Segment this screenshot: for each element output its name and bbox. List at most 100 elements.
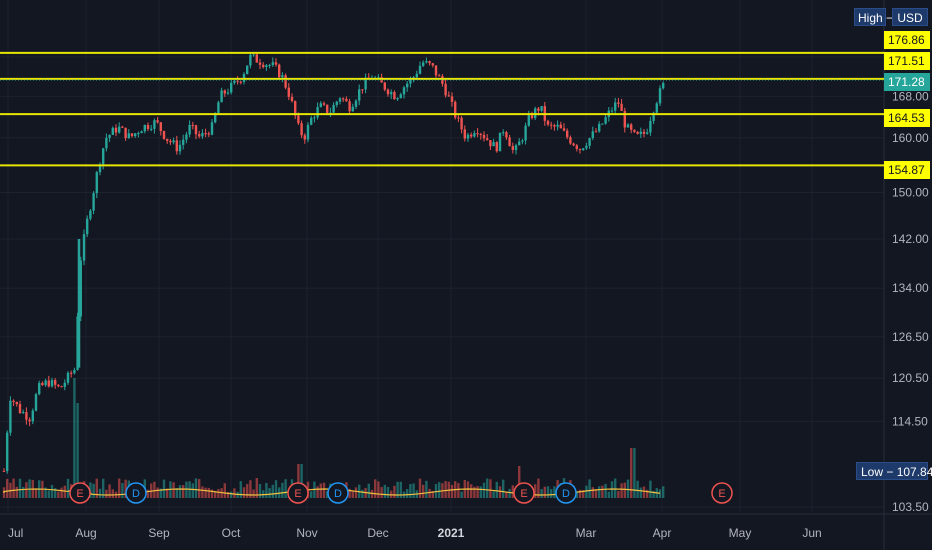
volume-bar: [111, 489, 114, 498]
volume-bar: [50, 484, 54, 498]
candle-body: [255, 54, 258, 63]
level-label-164: 164.53: [884, 109, 930, 127]
candle-body: [550, 124, 553, 126]
volume-bar: [25, 482, 28, 498]
volume-bar: [255, 478, 258, 498]
x-tick-label: Aug: [75, 526, 96, 540]
volume-bar: [22, 486, 25, 498]
candle-body: [262, 64, 265, 68]
candle-body: [207, 133, 210, 135]
candle-body: [249, 54, 252, 66]
candle-body: [182, 139, 185, 145]
volume-bar: [639, 487, 642, 498]
candle-body: [2, 470, 6, 472]
candle-body: [252, 54, 255, 56]
candle-body: [82, 234, 86, 261]
candle-body: [130, 133, 134, 137]
dividend-marker-label: D: [132, 488, 140, 500]
volume-bar: [207, 487, 210, 498]
candle-body: [502, 132, 505, 134]
x-tick-label: Mar: [576, 526, 597, 540]
candle-body: [354, 100, 358, 107]
candle-body: [230, 82, 233, 93]
candle-body: [482, 134, 486, 139]
candle-body: [642, 131, 646, 134]
y-tick-label: 126.50: [892, 330, 929, 344]
candle-body: [191, 125, 194, 127]
volume-bar: [438, 482, 441, 498]
candle-body: [527, 115, 530, 126]
y-tick-label: 168.00: [892, 89, 929, 103]
candle-body: [358, 89, 361, 101]
volume-bar: [550, 489, 553, 498]
candle-body: [57, 384, 60, 387]
candle-body: [409, 78, 412, 84]
volume-bar: [271, 484, 274, 498]
candle-body: [585, 145, 588, 149]
y-tick-label: 142.00: [892, 232, 929, 246]
volume-bar: [540, 489, 543, 498]
candle-body: [137, 133, 140, 135]
candle-body: [210, 122, 214, 135]
x-tick-label: Jul: [8, 526, 23, 540]
candle-body: [178, 144, 182, 152]
volume-bar: [230, 491, 233, 498]
candle-body: [614, 102, 617, 111]
volume-bar: [630, 448, 633, 498]
candle-body: [530, 115, 534, 119]
volume-bar: [412, 483, 415, 498]
candle-body: [54, 380, 57, 385]
candle-body: [118, 126, 121, 133]
volume-bar: [6, 478, 9, 498]
volume-bar: [265, 482, 268, 498]
y-tick-label: 160.00: [892, 131, 929, 145]
candle-body: [239, 81, 242, 83]
volume-bar: [34, 488, 38, 498]
volume-bar: [105, 489, 108, 498]
volume-bar: [604, 483, 607, 498]
volume-bar: [460, 491, 463, 498]
volume-bar: [92, 483, 95, 498]
volume-bar: [242, 487, 246, 498]
candle-body: [92, 193, 95, 211]
volume-bar: [63, 485, 66, 498]
candle-body: [335, 101, 338, 106]
candle-body: [50, 380, 54, 387]
volume-bar: [156, 487, 159, 498]
candle-body: [76, 316, 79, 370]
volume-bar: [601, 485, 604, 498]
volume-bar: [591, 487, 594, 498]
candle-body: [268, 64, 271, 66]
volume-bar: [297, 464, 300, 498]
candle-body: [383, 82, 386, 90]
candle-body: [18, 404, 22, 414]
candle-body: [89, 210, 92, 219]
volume-bar: [498, 486, 502, 498]
candle-body: [582, 148, 585, 151]
candle-body: [434, 65, 438, 76]
candle-body: [220, 90, 223, 103]
volume-bar: [383, 484, 386, 498]
volume-bar: [258, 484, 262, 498]
candle-body: [495, 142, 498, 152]
candle-body: [297, 115, 300, 124]
volume-bar: [12, 478, 15, 498]
volume-bar: [582, 490, 585, 498]
volume-bar: [450, 485, 454, 498]
volume-bar: [319, 483, 322, 498]
volume-bar: [57, 491, 60, 498]
candle-body: [6, 432, 9, 472]
currency-button[interactable]: USD: [892, 8, 928, 26]
candle-body: [489, 140, 492, 147]
candle-body: [546, 120, 550, 125]
candle-body: [594, 131, 598, 133]
volume-bar: [476, 486, 479, 498]
candle-body: [473, 133, 476, 137]
candle-body: [140, 131, 143, 134]
candle-body: [15, 401, 18, 405]
dividend-marker: [125, 482, 147, 504]
candle-body: [175, 140, 178, 152]
candle-body: [214, 112, 217, 123]
candle-body: [508, 137, 511, 147]
